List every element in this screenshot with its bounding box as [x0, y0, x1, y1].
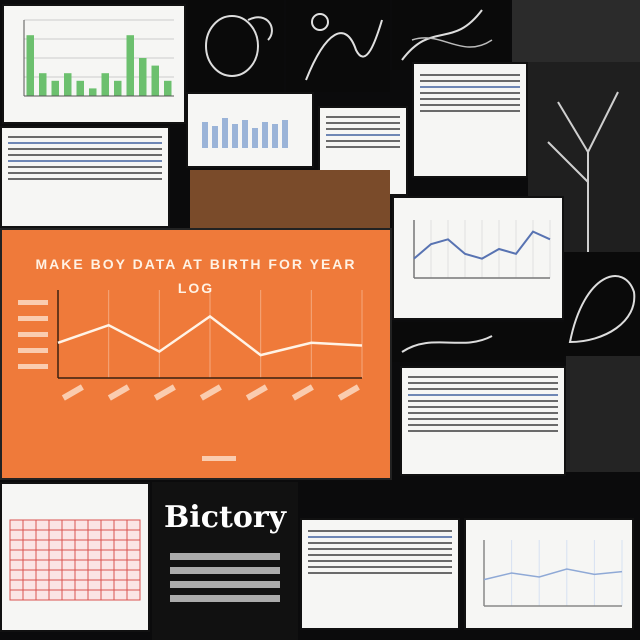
x-tick-label	[107, 384, 130, 401]
anatomy-drawing	[401, 9, 493, 61]
x-tick-label	[337, 384, 360, 401]
sketch-skull	[188, 0, 284, 92]
series-line	[413, 230, 551, 260]
x-axis-label	[202, 456, 236, 461]
red-grid-table-card	[0, 482, 150, 632]
tree-drawing	[547, 91, 619, 252]
photo-top-right	[512, 0, 640, 62]
bar	[164, 80, 172, 96]
book-title: Bictory	[163, 500, 287, 535]
small-line-chart	[483, 540, 623, 607]
bar-chart	[23, 19, 174, 97]
skull-drawing	[205, 15, 273, 77]
blue-bar-chart-card	[186, 92, 314, 168]
series-line	[483, 568, 623, 581]
bar	[139, 58, 147, 96]
document-left	[0, 126, 170, 228]
bar	[26, 35, 34, 96]
green-bar-chart-card	[2, 4, 186, 124]
leaf-drawing	[568, 275, 636, 344]
bar	[114, 80, 122, 96]
blue-bar-chart	[202, 118, 288, 148]
series-line	[57, 314, 363, 357]
x-tick-label	[153, 384, 176, 401]
bar	[39, 73, 47, 96]
x-tick-label	[199, 384, 222, 401]
y-tick-label	[18, 300, 48, 305]
sketch-leaf	[564, 252, 640, 356]
figure-drawing	[305, 13, 383, 81]
y-tick-label	[18, 332, 48, 337]
bar	[76, 80, 84, 96]
x-tick-label	[61, 384, 84, 401]
y-tick-label	[18, 316, 48, 321]
chart-card-bottom-right	[464, 518, 634, 630]
bar	[101, 73, 109, 96]
bar	[126, 35, 134, 96]
photo-lower-right	[566, 356, 640, 472]
red-grid-table	[9, 519, 141, 601]
bar	[51, 80, 59, 96]
poster-title: MAKE BOY DATA AT BIRTH FOR YEAR LOG	[35, 256, 357, 296]
y-tick-label	[18, 348, 48, 353]
photo-desk	[190, 170, 390, 228]
curve-drawing	[401, 335, 493, 353]
blue-line-chart-card	[392, 196, 564, 320]
bar	[89, 88, 97, 96]
blue-line-chart	[413, 220, 551, 279]
table-card-top	[412, 62, 528, 178]
sketch-anatomy	[392, 0, 510, 70]
sketch-bottom-center	[392, 322, 564, 362]
poster-line-chart	[18, 290, 363, 461]
document-bottom-center	[300, 518, 460, 630]
y-tick-label	[18, 364, 48, 369]
x-tick-label	[245, 384, 268, 401]
x-tick-label	[291, 384, 314, 401]
orange-poster: MAKE BOY DATA AT BIRTH FOR YEAR LOG	[0, 228, 392, 480]
document-lower-right	[400, 366, 566, 476]
book-cover: Bictory	[152, 482, 298, 640]
book-text-lines	[152, 546, 298, 609]
sketch-figure	[286, 0, 390, 92]
bar	[151, 65, 159, 96]
bar	[64, 73, 72, 96]
